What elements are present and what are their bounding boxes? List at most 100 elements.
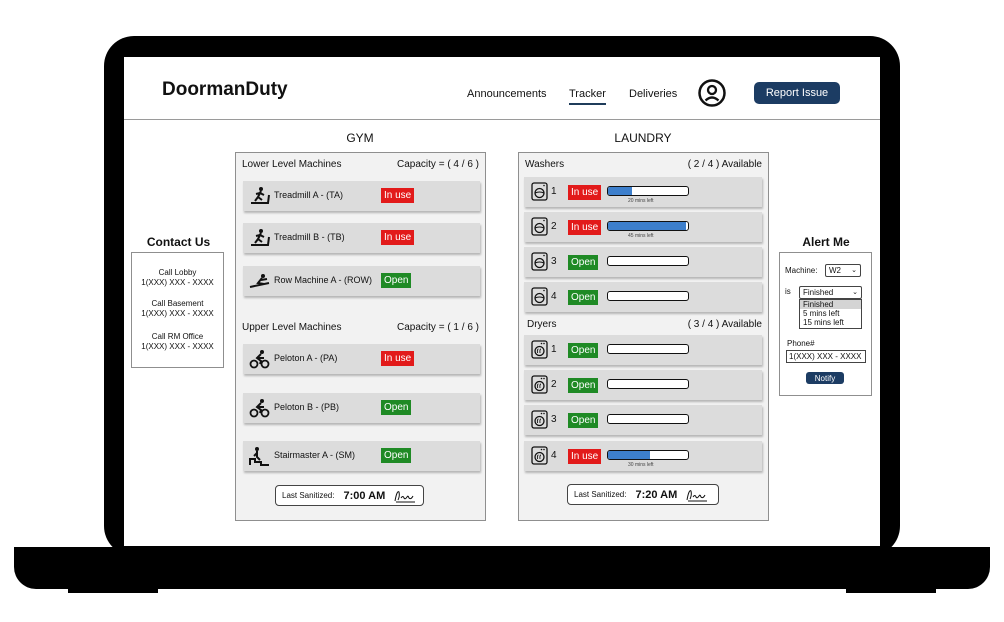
contact-label: Call RM Office — [151, 332, 204, 341]
contact-label: Call Lobby — [158, 268, 197, 277]
washer-card[interactable]: 2 In use 45 mins left — [524, 212, 762, 242]
machine-card[interactable]: Treadmill A - (TA) In use — [243, 181, 480, 211]
status-badge: Open — [568, 378, 599, 393]
machine-label: Machine: — [785, 266, 818, 275]
machine-card[interactable]: Treadmill B - (TB) In use — [243, 223, 480, 253]
laptop-foot-left — [68, 588, 158, 593]
time-left-label: 20 mins left — [628, 198, 654, 204]
lower-level-heading: Lower Level Machines — [242, 159, 342, 170]
treadmill-icon — [251, 187, 270, 204]
status-badge: Open — [381, 448, 412, 463]
contact-number: 1(XXX) XXX - XXXX — [141, 278, 214, 287]
washers-heading: Washers — [525, 159, 565, 170]
bike-icon — [249, 399, 270, 418]
machine-label: Peloton B - (PB) — [274, 402, 340, 412]
phone-label: Phone# — [787, 339, 815, 348]
contact-panel: Call Lobby 1(XXX) XXX - XXXX Call Baseme… — [131, 252, 224, 368]
status-badge: Open — [568, 255, 599, 270]
washer-card[interactable]: 4 Open — [524, 282, 762, 312]
contact-item-lobby[interactable]: Call Lobby 1(XXX) XXX - XXXX — [132, 268, 223, 288]
status-badge: Open — [381, 273, 412, 288]
dropdown-option[interactable]: 5 mins left — [803, 309, 840, 318]
gym-title: GYM — [346, 131, 374, 145]
sanitized-time: 7:20 AM — [635, 488, 678, 501]
progress-bar — [607, 344, 689, 354]
dryer-card[interactable]: 2 Open — [524, 370, 762, 400]
washer-icon — [531, 287, 548, 306]
sanitized-time: 7:00 AM — [343, 489, 386, 502]
app-logo[interactable]: DoormanDuty — [162, 79, 288, 100]
contact-item-rm-office[interactable]: Call RM Office 1(XXX) XXX - XXXX — [132, 332, 223, 352]
washer-card[interactable]: 1 In use 20 mins left — [524, 177, 762, 207]
status-badge: Open — [381, 400, 412, 415]
machine-value: W2 — [829, 266, 841, 275]
sanitized-label: Last Sanitized: — [574, 490, 627, 499]
progress-bar — [607, 379, 689, 389]
machine-card[interactable]: Row Machine A - (ROW) Open — [243, 266, 480, 296]
dryers-heading: Dryers — [527, 319, 557, 330]
progress-bar — [607, 256, 689, 266]
dropdown-option[interactable]: 15 mins left — [803, 318, 844, 327]
machine-card[interactable]: Peloton A - (PA) In use — [243, 344, 480, 374]
time-left-label: 45 mins left — [628, 233, 654, 239]
report-issue-button[interactable]: Report Issue — [754, 82, 840, 104]
progress-bar — [607, 186, 689, 196]
lower-level-capacity: Capacity = ( 4 / 6 ) — [397, 159, 479, 170]
washers-available: ( 2 / 4 ) Available — [687, 159, 762, 170]
status-badge: Open — [568, 290, 599, 305]
status-badge: In use — [568, 185, 602, 200]
status-badge: Open — [568, 343, 599, 358]
dryer-icon — [531, 410, 548, 429]
machine-label: Treadmill B - (TB) — [274, 232, 345, 242]
rowing-icon — [249, 274, 270, 288]
notify-button[interactable]: Notify — [806, 372, 844, 384]
chevron-down-icon: ⌄ — [851, 267, 857, 274]
laptop-foot-right — [846, 588, 936, 593]
upper-level-capacity: Capacity = ( 1 / 6 ) — [397, 322, 479, 333]
header-divider — [124, 119, 880, 120]
unit-number: 2 — [551, 221, 557, 232]
nav-tracker[interactable]: Tracker — [569, 88, 606, 105]
machine-label: Row Machine A - (ROW) — [274, 275, 373, 285]
bike-icon — [249, 350, 270, 369]
contact-number: 1(XXX) XXX - XXXX — [141, 309, 214, 318]
account-icon[interactable] — [698, 79, 726, 107]
dryer-card[interactable]: 3 Open — [524, 405, 762, 435]
gym-sanitized-pill: Last Sanitized: 7:00 AM — [275, 485, 424, 506]
dropdown-option[interactable]: Finished — [800, 300, 861, 309]
status-badge: In use — [568, 449, 602, 464]
dryer-card[interactable]: 4 In use 30 mins left — [524, 441, 762, 471]
progress-bar — [607, 450, 689, 460]
unit-number: 1 — [551, 186, 557, 197]
phone-input[interactable]: 1(XXX) XXX - XXXX — [786, 350, 866, 363]
condition-select[interactable]: Finished ⌄ — [799, 286, 862, 299]
time-left-label: 30 mins left — [628, 462, 654, 468]
condition-value: Finished — [803, 288, 834, 297]
unit-number: 4 — [551, 291, 557, 302]
washer-icon — [531, 252, 548, 271]
machine-select[interactable]: W2 ⌄ — [825, 264, 861, 277]
dryer-card[interactable]: 1 Open — [524, 335, 762, 365]
app-screen: DoormanDuty Announcements Tracker Delive… — [124, 57, 880, 546]
dryers-available: ( 3 / 4 ) Available — [687, 319, 762, 330]
stairs-icon — [249, 447, 269, 466]
unit-number: 4 — [551, 450, 557, 461]
machine-card[interactable]: Stairmaster A - (SM) Open — [243, 441, 480, 471]
washer-icon — [531, 217, 548, 236]
progress-bar — [607, 414, 689, 424]
gym-panel: Lower Level Machines Capacity = ( 4 / 6 … — [235, 152, 486, 521]
laundry-sanitized-pill: Last Sanitized: 7:20 AM — [567, 484, 719, 505]
chevron-down-icon: ⌄ — [852, 289, 858, 296]
nav-announcements[interactable]: Announcements — [467, 88, 547, 100]
progress-bar — [607, 221, 689, 231]
nav-deliveries[interactable]: Deliveries — [629, 88, 678, 100]
laundry-title: LAUNDRY — [614, 131, 672, 145]
contact-item-basement[interactable]: Call Basement 1(XXX) XXX - XXXX — [132, 299, 223, 319]
treadmill-icon — [251, 229, 270, 246]
signature-icon — [686, 489, 708, 501]
status-badge: Open — [568, 413, 599, 428]
washer-card[interactable]: 3 Open — [524, 247, 762, 277]
condition-dropdown: Finished 5 mins left 15 mins left — [799, 299, 862, 329]
machine-card[interactable]: Peloton B - (PB) Open — [243, 393, 480, 423]
unit-number: 1 — [551, 344, 557, 355]
